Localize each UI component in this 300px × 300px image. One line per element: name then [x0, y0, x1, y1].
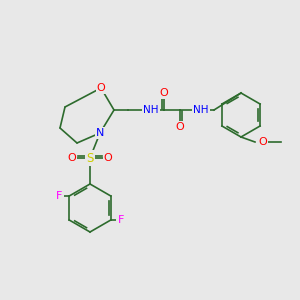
Text: O: O: [259, 137, 267, 147]
Text: F: F: [56, 191, 62, 201]
Text: O: O: [68, 153, 76, 163]
Text: N: N: [96, 128, 104, 138]
Text: O: O: [176, 122, 184, 132]
Text: O: O: [160, 88, 168, 98]
Text: O: O: [103, 153, 112, 163]
Text: F: F: [118, 215, 124, 225]
Text: NH: NH: [143, 105, 159, 115]
Text: S: S: [86, 152, 94, 164]
Text: O: O: [97, 83, 105, 93]
Text: NH: NH: [193, 105, 209, 115]
